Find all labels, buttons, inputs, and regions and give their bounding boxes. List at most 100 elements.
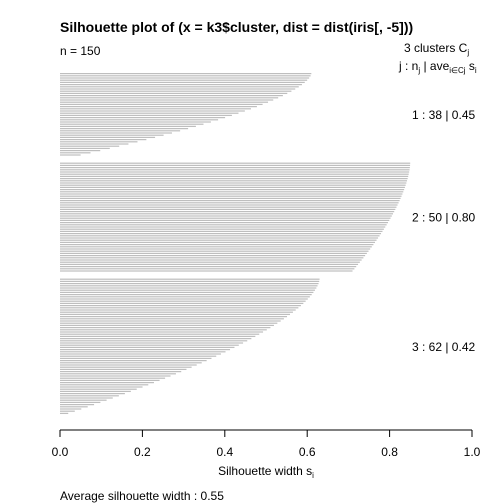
silhouette-bar xyxy=(60,123,204,125)
silhouette-bar xyxy=(60,110,245,112)
silhouette-bar xyxy=(60,311,293,313)
chart-title: Silhouette plot of (x = k3$cluster, dist… xyxy=(60,19,413,35)
silhouette-bar xyxy=(60,298,308,300)
silhouette-bar xyxy=(60,147,110,150)
silhouette-bar xyxy=(60,333,260,335)
silhouette-bar xyxy=(60,399,107,401)
silhouette-bars xyxy=(60,73,411,415)
silhouette-bar xyxy=(60,390,131,393)
silhouette-bar xyxy=(60,373,176,375)
silhouette-bar xyxy=(60,193,403,195)
silhouette-bar xyxy=(60,318,284,320)
silhouette-bar xyxy=(60,287,317,289)
silhouette-bar xyxy=(60,191,404,193)
silhouette-bar xyxy=(60,250,369,252)
silhouette-bar xyxy=(60,95,283,97)
silhouette-bar xyxy=(60,408,82,410)
silhouette-bar xyxy=(60,266,357,268)
silhouette-bar xyxy=(60,278,320,280)
silhouette-bar xyxy=(60,257,364,259)
silhouette-bar xyxy=(60,384,149,386)
n-label: n = 150 xyxy=(60,44,101,58)
silhouette-bar xyxy=(60,338,252,340)
silhouette-bar xyxy=(60,351,226,353)
silhouette-bar xyxy=(60,291,314,294)
silhouette-bar xyxy=(60,386,143,388)
silhouette-bar xyxy=(60,353,221,355)
silhouette-bar xyxy=(60,259,362,261)
silhouette-bar xyxy=(60,125,196,128)
silhouette-bar xyxy=(60,224,387,226)
silhouette-bar xyxy=(60,180,408,182)
silhouette-bar xyxy=(60,349,231,351)
silhouette-bar xyxy=(60,90,292,92)
silhouette-bar xyxy=(60,88,296,90)
silhouette-bar xyxy=(60,139,147,141)
silhouette-bar xyxy=(60,162,411,164)
silhouette-bar xyxy=(60,208,396,211)
silhouette-bar xyxy=(60,412,69,415)
silhouette-bar xyxy=(60,313,291,316)
silhouette-bar xyxy=(60,309,296,311)
silhouette-bar xyxy=(60,167,410,169)
silhouette-bar xyxy=(60,226,386,228)
silhouette-bar xyxy=(60,217,391,219)
silhouette-bar xyxy=(60,344,239,346)
silhouette-bar xyxy=(60,305,301,307)
silhouette-bar xyxy=(60,261,360,263)
silhouette-bar xyxy=(60,289,315,291)
silhouette-bar xyxy=(60,150,101,152)
silhouette-bar xyxy=(60,204,398,206)
silhouette-bar xyxy=(60,108,251,110)
silhouette-bar xyxy=(60,322,278,324)
silhouette-bar xyxy=(60,294,312,296)
silhouette-bar xyxy=(60,285,318,287)
silhouette-bar xyxy=(60,128,189,130)
silhouette-bar xyxy=(60,141,138,143)
silhouette-bar xyxy=(60,143,129,145)
silhouette-bar xyxy=(60,329,267,331)
silhouette-bar xyxy=(60,145,120,147)
silhouette-bar xyxy=(60,233,382,235)
silhouette-bar xyxy=(60,73,312,75)
silhouette-bar xyxy=(60,360,207,362)
silhouette-bar xyxy=(60,230,383,233)
silhouette-bar xyxy=(60,357,212,360)
silhouette-bar xyxy=(60,81,305,84)
silhouette-bar xyxy=(60,213,394,215)
silhouette-bar xyxy=(60,401,101,404)
average-silhouette-width: Average silhouette width : 0.55 xyxy=(60,489,224,503)
silhouette-bar xyxy=(60,237,379,239)
cluster-label: 3 : 62 | 0.42 xyxy=(412,340,475,354)
silhouette-bar xyxy=(60,368,187,371)
x-tick-label: 1.0 xyxy=(464,445,481,459)
silhouette-bar xyxy=(60,86,299,88)
cluster-labels: 1 : 38 | 0.45 2 : 50 | 0.80 3 : 62 | 0.42 xyxy=(412,108,475,354)
silhouette-bar xyxy=(60,320,281,322)
cluster-label: 1 : 38 | 0.45 xyxy=(412,108,475,122)
silhouette-bar xyxy=(60,189,405,191)
silhouette-bar xyxy=(60,228,384,230)
silhouette-bar xyxy=(60,300,306,302)
silhouette-bar xyxy=(60,173,409,175)
silhouette-bar xyxy=(60,101,269,103)
silhouette-bar xyxy=(60,375,171,377)
silhouette-bar xyxy=(60,410,75,412)
silhouette-bar xyxy=(60,77,310,79)
clusters-header: 3 clusters Cj xyxy=(404,41,469,57)
x-axis-label: Silhouette width si xyxy=(218,464,314,480)
silhouette-bar xyxy=(60,222,388,224)
silhouette-bar xyxy=(60,268,355,270)
silhouette-bar xyxy=(60,241,375,244)
silhouette-bar xyxy=(60,106,257,108)
silhouette-bar xyxy=(60,103,263,106)
silhouette-bar xyxy=(60,235,380,237)
silhouette-bar xyxy=(60,186,405,189)
silhouette-bar xyxy=(60,246,372,248)
silhouette-bar xyxy=(60,255,366,257)
silhouette-bar xyxy=(60,366,192,368)
silhouette-bar xyxy=(60,364,197,366)
silhouette-bar xyxy=(60,136,156,139)
silhouette-bar xyxy=(60,75,311,77)
silhouette-bar xyxy=(60,340,248,342)
